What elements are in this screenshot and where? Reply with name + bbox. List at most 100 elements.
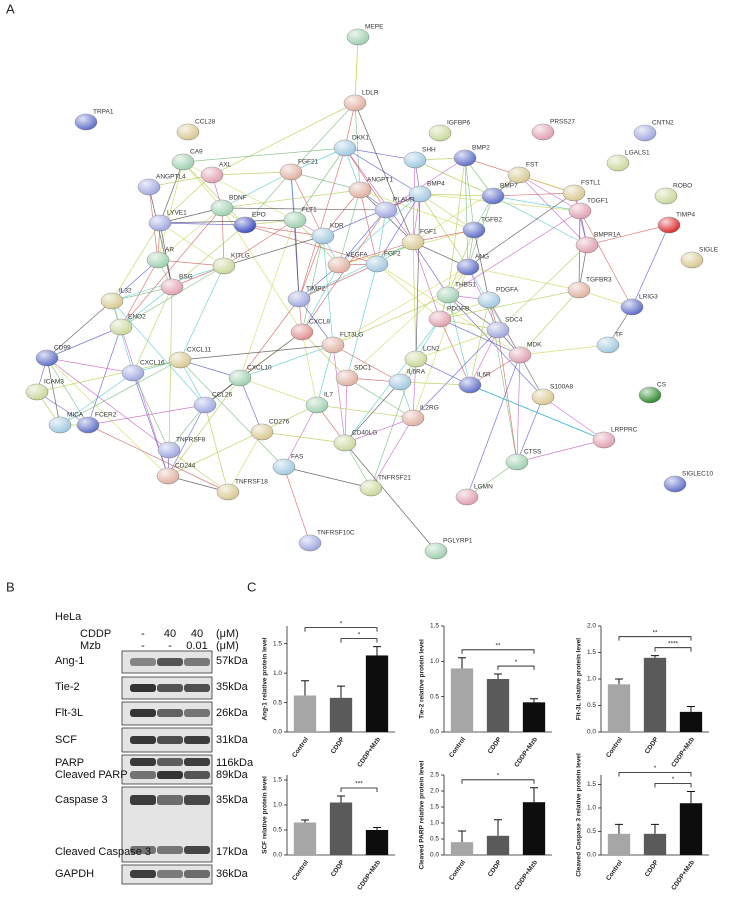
network-edge bbox=[87, 404, 206, 426]
significance-label: * bbox=[654, 765, 657, 772]
network-edge bbox=[338, 189, 361, 266]
network-edge bbox=[412, 241, 417, 360]
size-label: 57kDa bbox=[216, 655, 249, 667]
network-edge bbox=[344, 377, 348, 444]
node-shine bbox=[360, 480, 382, 496]
x-tick-label: Control bbox=[448, 736, 467, 759]
y-tick-label: 0.5 bbox=[587, 702, 596, 709]
node-shine bbox=[172, 154, 194, 170]
node-shine bbox=[26, 384, 48, 400]
network-edge bbox=[157, 207, 223, 261]
y-tick-label: 0.5 bbox=[273, 827, 282, 834]
bar bbox=[293, 695, 317, 732]
protein-label: PARP bbox=[55, 757, 84, 769]
treatment-level: 0.01 bbox=[186, 640, 207, 652]
protein-label: Tie-2 bbox=[55, 681, 80, 693]
node-shine bbox=[299, 535, 321, 551]
x-tick-label: CDDP bbox=[330, 859, 347, 879]
node-shine bbox=[251, 424, 273, 440]
network-edge bbox=[227, 431, 263, 493]
network-edge bbox=[159, 222, 246, 226]
network-edge bbox=[111, 259, 159, 302]
network-edge bbox=[298, 298, 334, 346]
error-bar bbox=[687, 706, 695, 712]
network-edge bbox=[439, 289, 580, 320]
network-edge bbox=[464, 157, 475, 231]
node-label: SIGLEC10 bbox=[682, 471, 713, 478]
node-label: BMP2 bbox=[472, 145, 490, 152]
network-edge bbox=[412, 241, 449, 296]
node-shine bbox=[664, 476, 686, 492]
y-axis-label: Cleaved Caspase 3 relative protein level bbox=[576, 753, 583, 877]
node-shine bbox=[36, 350, 58, 366]
bar bbox=[365, 830, 389, 855]
network-edge bbox=[359, 189, 475, 231]
network-edge bbox=[414, 159, 494, 197]
network-edge bbox=[376, 193, 421, 265]
size-label: 17kDa bbox=[216, 846, 249, 858]
network-edge bbox=[439, 318, 521, 356]
network-edge bbox=[283, 466, 311, 544]
network-edge bbox=[182, 147, 346, 163]
network-edge bbox=[412, 329, 499, 419]
x-tick-label: Control bbox=[605, 736, 624, 759]
network-edge bbox=[239, 298, 300, 379]
error-bar bbox=[494, 673, 502, 679]
protein-label: GAPDH bbox=[55, 868, 94, 880]
node-label: EPO bbox=[252, 212, 266, 219]
network-edge bbox=[466, 461, 518, 498]
significance-bracket bbox=[340, 638, 378, 643]
network-edge bbox=[359, 189, 378, 265]
network-edge bbox=[338, 193, 421, 266]
y-tick-label: 1.0 bbox=[587, 805, 596, 812]
node-shine bbox=[194, 397, 216, 413]
node-shine bbox=[201, 167, 223, 183]
node-label: TNFRSF18 bbox=[235, 479, 268, 486]
node-shine bbox=[639, 387, 661, 403]
network-edge bbox=[120, 265, 225, 328]
significance-bracket bbox=[497, 665, 535, 671]
network-edge bbox=[497, 329, 518, 463]
x-tick-label: CDDP bbox=[644, 736, 661, 756]
error-bar bbox=[494, 819, 502, 836]
node-label: FCER2 bbox=[95, 412, 117, 419]
node-label: TGFB2 bbox=[481, 217, 502, 224]
treatment-name: Mzb bbox=[80, 640, 101, 652]
network-edge bbox=[412, 266, 469, 419]
network-edge bbox=[469, 329, 499, 386]
node-label: CD276 bbox=[269, 419, 290, 426]
node-shine bbox=[211, 200, 233, 216]
bar bbox=[450, 668, 474, 732]
node-shine bbox=[568, 282, 590, 298]
node-label: KITLG bbox=[231, 253, 250, 260]
node-label: CS bbox=[657, 382, 667, 389]
node-shine bbox=[655, 188, 677, 204]
size-label: 31kDa bbox=[216, 734, 249, 746]
network-edge bbox=[298, 235, 324, 300]
node-shine bbox=[658, 217, 680, 233]
y-tick-label: 2.0 bbox=[430, 788, 439, 795]
network-edge bbox=[412, 241, 441, 320]
network-edge bbox=[283, 466, 372, 489]
significance-bracket bbox=[618, 772, 692, 777]
node-shine bbox=[161, 279, 183, 295]
bar bbox=[643, 833, 667, 855]
network-edge bbox=[87, 424, 229, 493]
blot-band bbox=[157, 736, 183, 744]
size-label: 35kDa bbox=[216, 681, 249, 693]
protein-label: Cleaved PARP bbox=[55, 769, 128, 781]
node-label: CD99 bbox=[54, 345, 71, 352]
treatment-level: - bbox=[168, 640, 172, 652]
node-label: PLAUR bbox=[393, 197, 415, 204]
node-label: TNFRSF21 bbox=[378, 475, 411, 482]
network-edge bbox=[469, 299, 490, 386]
node-shine bbox=[306, 397, 328, 413]
error-bar bbox=[301, 680, 309, 696]
node-shine bbox=[482, 188, 504, 204]
node-shine bbox=[576, 237, 598, 253]
significance-label: * bbox=[672, 776, 675, 783]
network-edge bbox=[316, 404, 414, 419]
node-shine bbox=[312, 228, 334, 244]
treatment-level: - bbox=[141, 628, 145, 640]
